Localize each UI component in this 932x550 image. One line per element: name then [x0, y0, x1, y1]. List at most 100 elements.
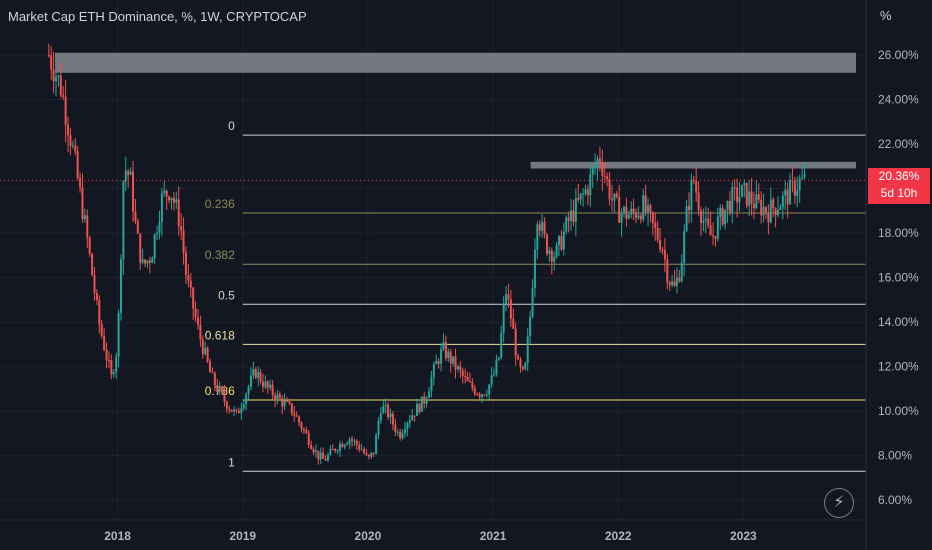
candle-body — [579, 193, 582, 200]
candle-body — [184, 252, 187, 276]
x-axis[interactable]: 2018 2019 2020 2021 2022 2023 — [0, 0, 867, 550]
candle-body — [259, 371, 262, 382]
candle-body — [403, 429, 406, 434]
candle-body — [803, 173, 806, 178]
candle-body — [613, 193, 616, 201]
candle-body — [367, 454, 370, 457]
candle-body — [151, 258, 154, 263]
candle-body — [550, 250, 553, 262]
candle-body — [598, 158, 601, 163]
y-tick-label: 14.00% — [878, 315, 919, 329]
candle-body — [748, 191, 751, 206]
candle-body — [288, 401, 291, 404]
candle-body — [519, 359, 522, 367]
candle-body — [290, 403, 293, 414]
candle-body — [307, 433, 310, 445]
candle-body — [233, 409, 236, 412]
candle-body — [601, 162, 604, 176]
candle-body — [692, 179, 695, 181]
candle-body — [127, 170, 130, 175]
candle-body — [594, 166, 597, 169]
candle-body — [91, 253, 94, 276]
candle-body — [644, 195, 647, 213]
candle-body — [163, 190, 166, 194]
candle-body — [743, 183, 746, 186]
y-axis[interactable]: 6.00% 8.00% 10.00% 12.00% 14.00% 16.00% 18.00%… — [878, 48, 919, 507]
candlestick-series — [47, 43, 806, 465]
candle-body — [750, 191, 753, 204]
candle-body — [112, 372, 115, 375]
candle-body — [387, 404, 390, 418]
candle-body — [389, 413, 392, 418]
candle-body — [618, 196, 621, 223]
candle-body — [175, 199, 178, 203]
candle-body — [772, 199, 775, 209]
candle-body — [57, 75, 60, 78]
candle-body — [473, 387, 476, 395]
candle-body — [153, 234, 156, 259]
candle-body — [454, 356, 457, 370]
candle-body — [314, 450, 317, 453]
candle-body — [216, 385, 219, 392]
candle-body — [240, 408, 243, 414]
candle-body — [295, 415, 298, 417]
candle-body — [76, 151, 79, 178]
candle-body — [336, 450, 339, 452]
candle-body — [107, 359, 110, 361]
candle-body — [81, 187, 84, 220]
candle-body — [497, 357, 500, 360]
candle-body — [606, 176, 609, 180]
candle-body — [293, 413, 296, 416]
candle-body — [74, 145, 77, 152]
candle-body — [560, 236, 563, 250]
candle-body — [666, 259, 669, 283]
candle-body — [777, 210, 780, 216]
candle-body — [165, 190, 168, 197]
candle-body — [136, 220, 139, 234]
candle-body — [139, 233, 142, 263]
candle-body — [661, 249, 664, 251]
candle-body — [245, 394, 248, 405]
candle-body — [105, 349, 108, 360]
candle-body — [466, 376, 469, 382]
y-tick-label: 10.00% — [878, 404, 919, 418]
candle-body — [755, 194, 758, 209]
candle-body — [548, 250, 551, 254]
candle-body — [779, 207, 782, 211]
candle-body — [382, 406, 385, 414]
candle-body — [211, 372, 214, 374]
candle-body — [632, 208, 635, 213]
candle-body — [375, 435, 378, 455]
candle-body — [622, 206, 625, 213]
candle-body — [95, 292, 98, 301]
x-tick-label: 2020 — [355, 529, 382, 543]
candle-body — [702, 220, 705, 223]
candle-body — [656, 227, 659, 240]
candle-body — [209, 361, 212, 373]
candle-body — [801, 177, 804, 179]
lightning-icon[interactable]: ⚡︎ — [824, 488, 854, 518]
candle-body — [189, 280, 192, 288]
candle-body — [712, 235, 715, 237]
candle-body — [468, 381, 471, 383]
candle-body — [485, 394, 488, 396]
candle-body — [690, 179, 693, 211]
candle-body — [714, 236, 717, 239]
candle-body — [300, 422, 303, 429]
candle-body — [266, 381, 269, 388]
candle-body — [721, 207, 724, 225]
candle-body — [182, 230, 185, 253]
candle-body — [654, 222, 657, 228]
candle-body — [586, 189, 589, 195]
candle-body — [67, 124, 70, 136]
candle-body — [687, 206, 690, 211]
candle-body — [365, 453, 368, 455]
candle-body — [286, 400, 289, 402]
candle-body — [326, 454, 329, 461]
candle-body — [490, 375, 493, 385]
candle-body — [204, 347, 207, 355]
candle-body — [148, 260, 151, 263]
candle-body — [740, 185, 743, 197]
